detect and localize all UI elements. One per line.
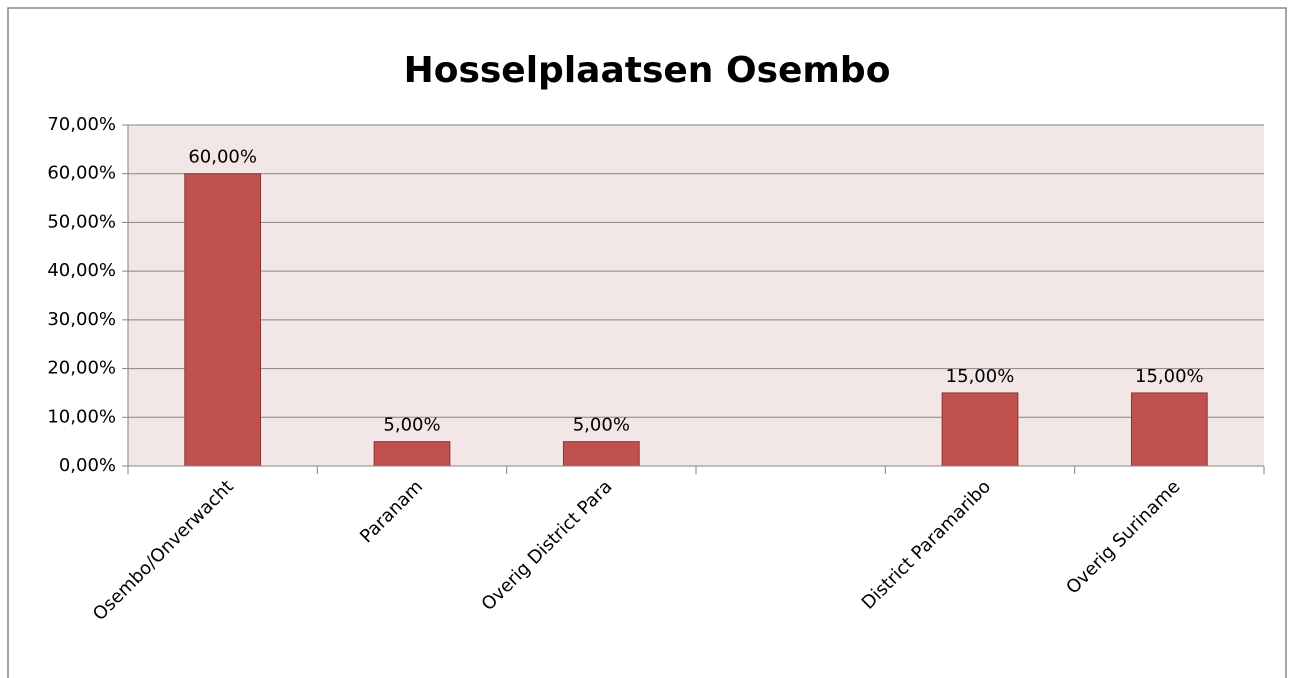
data-label: 60,00% [188, 147, 257, 168]
y-tick-label: 0,00% [59, 455, 116, 476]
bar [941, 392, 1019, 467]
y-tick-label: 10,00% [47, 406, 116, 427]
bar [373, 441, 451, 467]
y-tick-label: 20,00% [47, 358, 116, 379]
y-tick-label: 60,00% [47, 163, 116, 184]
data-label: 15,00% [946, 366, 1015, 387]
bar [1130, 392, 1208, 467]
bar [184, 173, 262, 467]
chart-title: Hosselplaatsen Osembo [404, 50, 891, 91]
data-label: 15,00% [1135, 366, 1204, 387]
y-tick-label: 70,00% [47, 114, 116, 135]
data-label: 5,00% [573, 415, 630, 436]
bar [562, 441, 640, 467]
data-label: 5,00% [383, 415, 440, 436]
plot-area [128, 125, 1264, 466]
y-tick-label: 30,00% [47, 309, 116, 330]
y-tick-label: 40,00% [47, 260, 116, 281]
y-tick-label: 50,00% [47, 211, 116, 232]
